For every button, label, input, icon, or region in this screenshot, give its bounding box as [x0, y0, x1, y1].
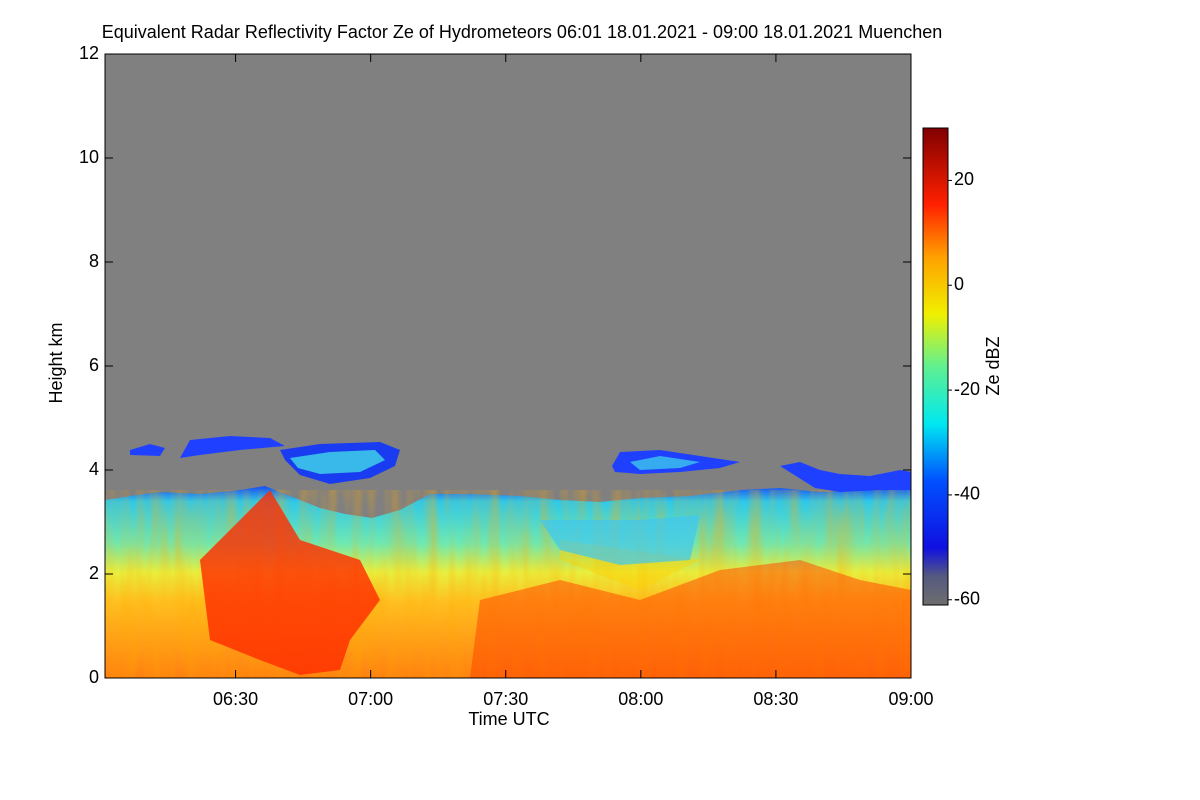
- x-axis-label: Time UTC: [468, 709, 549, 729]
- y-tick-label: 12: [79, 43, 99, 63]
- y-tick-label: 6: [89, 355, 99, 375]
- colorbar-tick-label: -60: [954, 589, 980, 609]
- y-axis-label: Height km: [46, 322, 66, 403]
- x-tick-label: 09:00: [888, 689, 933, 709]
- x-tick-label: 06:30: [213, 689, 258, 709]
- x-tick-label: 08:30: [753, 689, 798, 709]
- reflectivity-field: [105, 54, 911, 678]
- colorbar: [922, 127, 949, 606]
- y-tick-label: 4: [89, 459, 99, 479]
- y-tick-label: 8: [89, 251, 99, 271]
- x-tick-label: 07:30: [483, 689, 528, 709]
- colorbar-tick-label: 20: [954, 169, 974, 189]
- y-tick-label: 0: [89, 667, 99, 687]
- x-tick-label: 07:00: [348, 689, 393, 709]
- y-tick-label: 10: [79, 147, 99, 167]
- chart-title: Equivalent Radar Reflectivity Factor Ze …: [102, 22, 943, 42]
- x-tick-label: 08:00: [618, 689, 663, 709]
- colorbar-tick-label: 0: [954, 274, 964, 294]
- y-tick-label: 2: [89, 563, 99, 583]
- colorbar-tick-label: -40: [954, 484, 980, 504]
- colorbar-label: Ze dBZ: [983, 336, 1003, 395]
- colorbar-tick-label: -20: [954, 379, 980, 399]
